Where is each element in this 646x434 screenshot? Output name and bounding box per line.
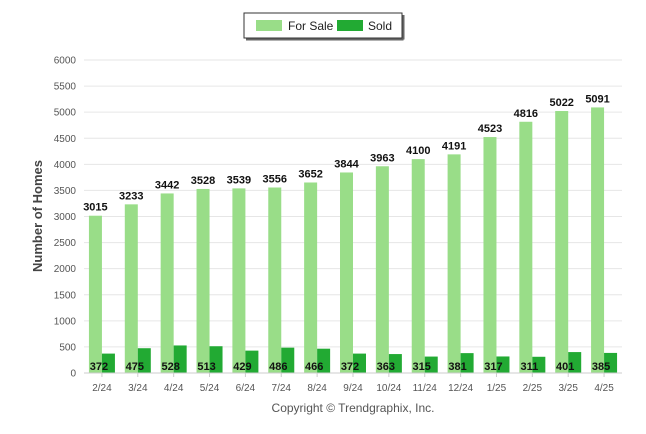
x-tick-label: 11/24: [413, 383, 438, 394]
y-tick-label: 0: [70, 369, 76, 380]
x-tick-label: 3/24: [128, 383, 148, 394]
data-label-sold: 317: [484, 361, 502, 373]
bar-sold: [460, 353, 474, 373]
y-tick-label: 4500: [54, 134, 77, 145]
data-label-sold: 372: [90, 361, 108, 373]
bar-sold: [532, 356, 546, 373]
bar-for-sale: [196, 188, 210, 373]
y-tick-label: 2500: [54, 238, 77, 249]
data-label-sold: 486: [269, 361, 287, 373]
x-tick-label: 6/24: [236, 383, 256, 394]
data-label-sold: 385: [592, 361, 610, 373]
bar-sold: [568, 352, 582, 373]
axes: 0 500 1000 1500 2000 2500 3000 3500 4000 4500 5000…: [54, 56, 622, 394]
bar-sold: [424, 356, 438, 373]
x-tick-label: 7/24: [272, 383, 292, 394]
bar-sold: [388, 354, 402, 373]
x-tick-label: 2/24: [92, 383, 112, 394]
bar-sold: [281, 347, 295, 373]
y-tick-label: 6000: [54, 56, 77, 67]
x-tick-label: 3/25: [558, 383, 578, 394]
legend-label-for-sale: For Sale: [288, 19, 334, 33]
data-label-sold: 429: [233, 361, 251, 373]
data-label-for-sale: 4523: [478, 123, 502, 135]
data-label-for-sale: 3963: [370, 152, 394, 164]
bar-for-sale: [88, 215, 102, 373]
bar-for-sale: [555, 111, 569, 374]
bar-sold: [604, 352, 618, 373]
legend-label-sold: Sold: [368, 19, 392, 33]
data-labels: 3015 372 3233 475 3442 528 3528 513 3539 429 3556 4…: [83, 93, 610, 373]
bar-for-sale: [268, 187, 282, 373]
data-label-sold: 311: [520, 361, 538, 373]
data-label-sold: 475: [126, 361, 144, 373]
bar-for-sale: [591, 107, 605, 374]
data-label-for-sale: 3233: [119, 190, 143, 202]
bar-sold: [173, 345, 187, 373]
x-tick-label: 9/24: [343, 383, 363, 394]
data-label-sold: 372: [341, 361, 359, 373]
data-label-sold: 363: [377, 361, 395, 373]
data-label-for-sale: 3652: [298, 168, 322, 180]
bar-for-sale: [483, 137, 497, 373]
bar-for-sale: [160, 193, 174, 373]
y-tick-label: 1000: [54, 316, 77, 327]
x-tick-label: 2/25: [523, 383, 543, 394]
data-label-for-sale: 3539: [227, 174, 251, 186]
data-label-sold: 315: [413, 361, 431, 373]
y-tick-label: 4000: [54, 160, 77, 171]
y-tick-label: 1500: [54, 290, 77, 301]
x-tick-label: 4/24: [164, 383, 184, 394]
data-label-for-sale: 3015: [83, 202, 107, 214]
x-tick-label: 10/24: [376, 383, 401, 394]
data-label-for-sale: 5022: [549, 97, 573, 109]
data-label-for-sale: 3442: [155, 179, 179, 191]
bar-for-sale: [447, 154, 461, 373]
x-tick-label: 4/25: [594, 383, 614, 394]
y-tick-label: 2000: [54, 264, 77, 275]
data-label-for-sale: 3528: [191, 175, 215, 187]
data-label-for-sale: 3844: [334, 158, 359, 170]
bar-sold: [317, 348, 331, 373]
data-label-sold: 401: [556, 361, 574, 373]
bar-for-sale: [411, 159, 425, 373]
copyright-credit: Copyright © Trendgraphix, Inc.: [272, 401, 435, 415]
bar-sold: [496, 356, 510, 373]
legend: For Sale Sold: [243, 12, 405, 41]
bar-sold: [353, 353, 366, 373]
y-tick-label: 5000: [54, 108, 77, 119]
data-label-for-sale: 4191: [442, 140, 466, 152]
bar-for-sale: [304, 182, 318, 373]
data-label-for-sale: 5091: [585, 93, 609, 105]
y-tick-label: 3000: [54, 212, 77, 223]
x-tick-label: 5/24: [200, 383, 220, 394]
data-label-sold: 528: [161, 361, 179, 373]
y-tick-label: 5500: [54, 82, 77, 93]
data-label-for-sale: 3556: [263, 173, 287, 185]
bar-for-sale: [232, 188, 246, 373]
x-tick-label: 1/25: [487, 383, 507, 394]
bar-sold: [245, 350, 259, 373]
data-label-for-sale: 4816: [514, 108, 538, 120]
bars: [88, 107, 618, 374]
bar-for-sale: [124, 204, 138, 373]
legend-swatch-sold: [337, 20, 363, 31]
x-tick-label: 12/24: [448, 383, 473, 394]
data-label-sold: 381: [448, 361, 466, 373]
y-tick-label: 500: [59, 342, 76, 353]
bar-sold: [137, 348, 151, 373]
data-label-sold: 466: [305, 361, 323, 373]
y-axis-title: Number of Homes: [30, 160, 45, 272]
y-tick-label: 3500: [54, 186, 77, 197]
legend-swatch-for-sale: [256, 20, 282, 31]
data-label-for-sale: 4100: [406, 145, 430, 157]
bar-for-sale: [340, 172, 353, 373]
data-label-sold: 513: [197, 361, 215, 373]
bar-for-sale: [375, 166, 389, 373]
bar-sold: [209, 346, 223, 373]
x-tick-label: 8/24: [307, 383, 327, 394]
bar-for-sale: [519, 121, 533, 373]
bar-sold: [101, 353, 115, 373]
